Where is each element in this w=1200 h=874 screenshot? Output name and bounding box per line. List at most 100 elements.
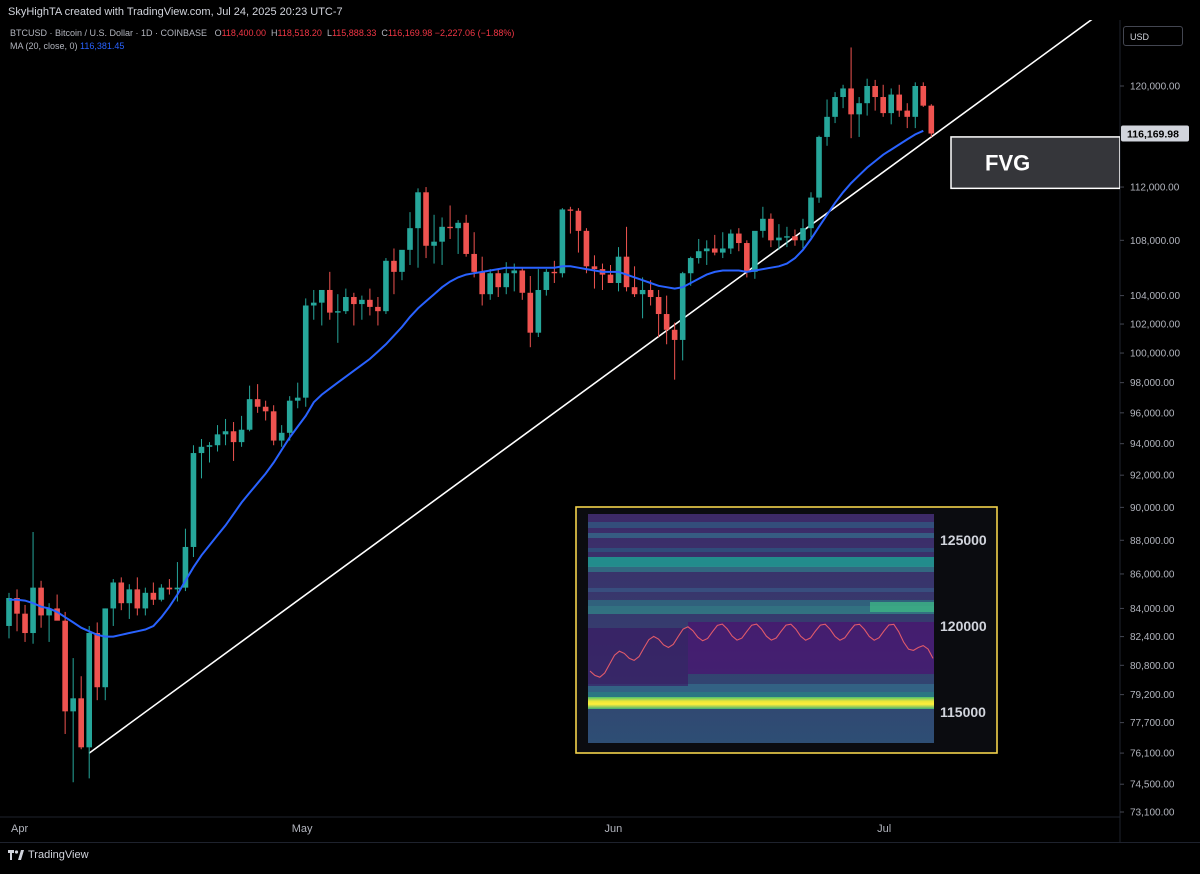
candle[interactable] [134,589,141,609]
candle[interactable] [302,305,309,398]
candle[interactable] [190,453,197,547]
trendline[interactable] [88,0,1120,754]
candle[interactable] [110,582,117,609]
candle[interactable] [78,698,84,748]
candle[interactable] [703,248,710,252]
candle[interactable] [928,105,935,134]
candle[interactable] [511,270,518,274]
candle[interactable] [535,289,542,333]
candle[interactable] [407,228,413,250]
candle[interactable] [206,445,213,447]
candle[interactable] [30,587,36,634]
candle[interactable] [38,587,44,616]
tradingview-logo[interactable]: TradingView [8,849,89,861]
candle[interactable] [126,589,133,604]
candle[interactable] [896,94,903,111]
candle[interactable] [864,86,870,104]
candle[interactable] [54,608,60,621]
candle[interactable] [254,399,261,407]
candle[interactable] [46,608,52,616]
candle[interactable] [527,292,534,333]
ma-legend[interactable]: MA (20, close, 0) 116,381.45 [10,41,124,51]
candle[interactable] [671,329,678,340]
candle[interactable] [318,289,325,303]
candle[interactable] [335,311,341,313]
candle[interactable] [784,236,790,238]
candle[interactable] [623,256,630,288]
candle[interactable] [880,97,886,114]
candle[interactable] [327,289,333,313]
candle[interactable] [455,222,461,229]
candle[interactable] [102,608,109,688]
ma-line[interactable] [9,129,924,638]
candle[interactable] [888,94,894,114]
candle[interactable] [639,289,646,295]
candle[interactable] [415,192,421,229]
candle[interactable] [270,411,277,441]
candle[interactable] [719,248,726,253]
candle[interactable] [615,256,622,283]
candle[interactable] [294,397,301,401]
candle[interactable] [647,289,654,298]
candle[interactable] [359,299,365,305]
candle[interactable] [150,592,157,600]
candle[interactable] [343,297,349,312]
candle[interactable] [214,434,221,446]
candle[interactable] [182,546,189,588]
candle[interactable] [679,273,686,340]
candle[interactable] [575,210,582,231]
candle[interactable] [711,248,718,253]
candle[interactable] [14,597,20,614]
candle[interactable] [487,273,493,295]
candle[interactable] [848,88,854,115]
candle[interactable] [375,306,381,312]
candle[interactable] [118,582,125,604]
symbol-legend[interactable]: BTCUSD · Bitcoin / U.S. Dollar · 1D · CO… [10,28,514,38]
candle[interactable] [744,243,750,272]
candle[interactable] [286,400,293,433]
candle[interactable] [70,698,76,712]
candle[interactable] [142,592,149,609]
candle[interactable] [391,260,397,272]
candle[interactable] [832,97,838,117]
candle[interactable] [800,228,806,241]
candle[interactable] [824,116,830,137]
candle[interactable] [559,209,566,274]
candle[interactable] [695,251,702,259]
candle[interactable] [198,446,205,454]
candle[interactable] [776,237,782,241]
candle[interactable] [463,222,469,254]
candle[interactable] [583,230,590,267]
candle[interactable] [174,587,181,590]
candle[interactable] [872,86,878,98]
candle[interactable] [631,287,638,295]
candle[interactable] [768,218,774,241]
candle[interactable] [816,136,822,198]
candle[interactable] [238,429,245,443]
candle[interactable] [663,314,670,330]
candle[interactable] [423,192,429,246]
candle[interactable] [655,297,662,315]
candle[interactable] [230,431,237,443]
candle[interactable] [840,88,846,98]
candle[interactable] [431,241,437,246]
candle[interactable] [904,110,911,117]
candle[interactable] [503,273,510,288]
candle[interactable] [471,253,477,272]
candle[interactable] [808,197,814,229]
candle[interactable] [278,432,285,441]
fvg-zone[interactable] [950,136,1120,190]
candle[interactable] [166,587,173,590]
candle[interactable] [479,271,485,295]
candle[interactable] [551,271,558,274]
candle[interactable] [792,236,798,241]
candle[interactable] [856,103,862,115]
candle[interactable] [920,86,927,106]
candle[interactable] [383,260,389,312]
candle[interactable] [519,270,526,293]
currency-selector[interactable]: USD [1123,26,1183,46]
candle[interactable] [687,258,694,274]
candle[interactable] [728,233,734,249]
candle[interactable] [158,587,165,600]
